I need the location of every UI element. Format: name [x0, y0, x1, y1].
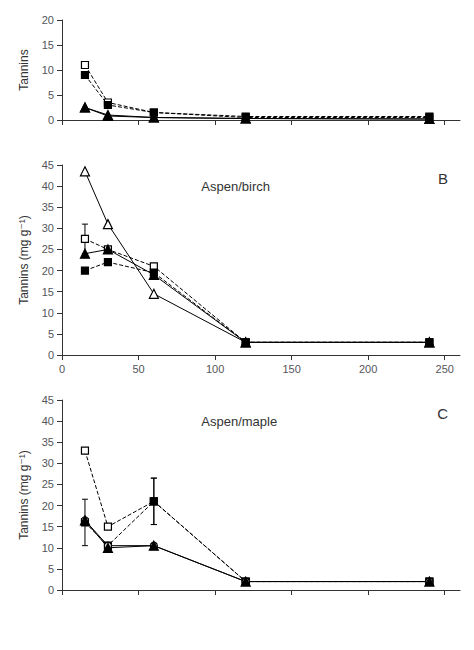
- svg-text:25: 25: [42, 478, 54, 490]
- svg-text:40: 40: [42, 180, 54, 192]
- svg-text:20: 20: [42, 14, 54, 26]
- svg-text:0: 0: [48, 114, 54, 126]
- svg-text:35: 35: [42, 436, 54, 448]
- svg-text:45: 45: [42, 394, 54, 406]
- svg-text:250: 250: [436, 363, 454, 375]
- svg-text:Tannins (mg g⁻¹): Tannins (mg g⁻¹): [17, 450, 31, 540]
- svg-text:C: C: [437, 405, 448, 422]
- svg-text:200: 200: [359, 363, 377, 375]
- svg-text:Tannins (mg g⁻¹): Tannins (mg g⁻¹): [17, 215, 31, 305]
- svg-text:Aspen/birch: Aspen/birch: [201, 179, 270, 194]
- svg-text:15: 15: [42, 286, 54, 298]
- svg-text:150: 150: [282, 363, 300, 375]
- svg-text:5: 5: [48, 89, 54, 101]
- svg-text:100: 100: [206, 363, 224, 375]
- svg-text:40: 40: [42, 415, 54, 427]
- svg-text:15: 15: [42, 39, 54, 51]
- svg-text:Aspen/maple: Aspen/maple: [201, 414, 277, 429]
- svg-text:30: 30: [42, 457, 54, 469]
- svg-text:35: 35: [42, 201, 54, 213]
- svg-text:0: 0: [48, 584, 54, 596]
- svg-text:10: 10: [42, 307, 54, 319]
- svg-text:B: B: [438, 170, 448, 187]
- svg-text:0: 0: [59, 363, 65, 375]
- svg-text:5: 5: [48, 328, 54, 340]
- svg-text:50: 50: [132, 363, 144, 375]
- svg-text:15: 15: [42, 521, 54, 533]
- svg-text:20: 20: [42, 265, 54, 277]
- svg-text:10: 10: [42, 64, 54, 76]
- svg-text:25: 25: [42, 243, 54, 255]
- svg-text:Tannins: Tannins: [17, 49, 31, 90]
- svg-text:10: 10: [42, 542, 54, 554]
- svg-text:5: 5: [48, 563, 54, 575]
- svg-text:20: 20: [42, 500, 54, 512]
- svg-text:0: 0: [48, 349, 54, 361]
- svg-text:45: 45: [42, 159, 54, 171]
- svg-text:30: 30: [42, 222, 54, 234]
